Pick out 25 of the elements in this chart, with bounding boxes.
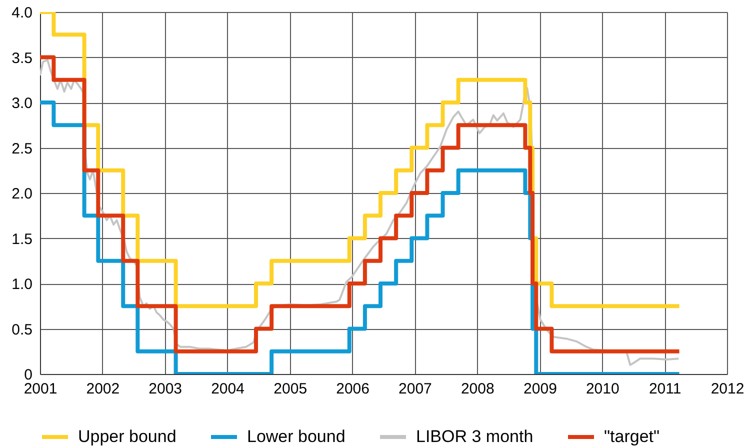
y-tick-label: 1.5 xyxy=(12,230,32,248)
y-tick-label: 0.5 xyxy=(12,321,32,338)
x-tick-label: 2011 xyxy=(648,380,682,398)
y-tick-label: 4.0 xyxy=(12,4,32,22)
x-tick-label: 2012 xyxy=(710,380,744,398)
legend-label: LIBOR 3 month xyxy=(416,427,534,446)
y-tick-label: 1.0 xyxy=(12,276,32,293)
x-tick-label: 2001 xyxy=(24,380,58,398)
legend-label: "target" xyxy=(604,427,660,446)
y-tick-label: 3.0 xyxy=(12,95,32,112)
x-tick-label: 2009 xyxy=(524,380,557,398)
x-tick-label: 2007 xyxy=(398,380,432,398)
x-tick-label: 2004 xyxy=(211,380,244,398)
x-tick-label: 2005 xyxy=(274,380,308,398)
legend-label: Upper bound xyxy=(78,427,176,446)
x-tick-label: 2006 xyxy=(336,380,370,398)
legend-label: Lower bound xyxy=(247,427,346,446)
y-tick-label: 2.5 xyxy=(12,140,32,158)
x-tick-label: 2008 xyxy=(460,380,494,398)
y-tick-label: 2.0 xyxy=(12,186,32,202)
y-tick-label: 0 xyxy=(24,366,32,384)
x-tick-label: 2010 xyxy=(586,380,620,398)
x-tick-label: 2003 xyxy=(148,380,182,398)
y-tick-label: 3.5 xyxy=(12,50,32,67)
x-tick-label: 2002 xyxy=(86,380,120,398)
